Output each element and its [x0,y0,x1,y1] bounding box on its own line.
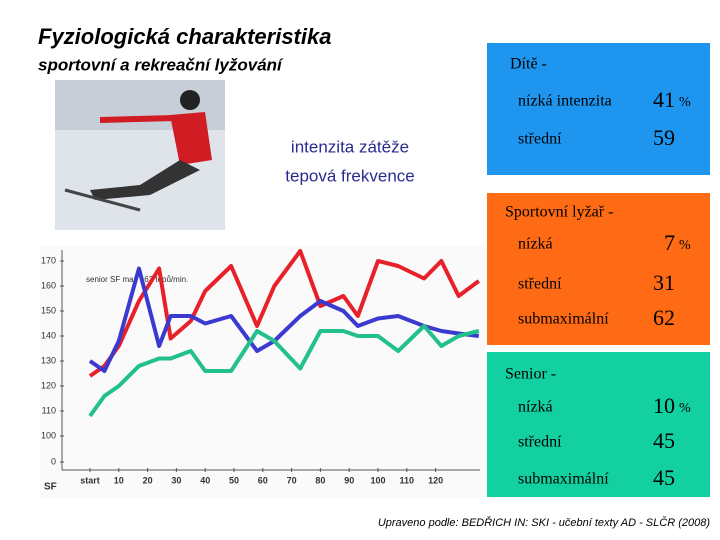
row-value: 45 [653,428,675,453]
x-tick-label: 80 [315,475,325,485]
row-label: nízká intenzita [518,93,612,110]
row-label: střední [518,276,562,293]
panel-senior [487,352,710,497]
x-tick-label: 10 [114,475,124,485]
legs [90,160,200,200]
row-label: střední [518,131,562,148]
panel-child [487,43,710,175]
x-tick-label: 60 [258,475,268,485]
row-value: 62 [653,305,675,330]
x-tick-label: 20 [143,475,153,485]
x-tick-label: 90 [344,475,354,485]
row-label: submaximální [518,471,609,488]
y-tick-label: 130 [41,355,56,365]
y-tick-label: 110 [42,405,56,415]
y-tick-label: 150 [41,305,56,315]
ski [64,188,141,212]
row-unit: % [679,95,691,110]
y-tick-label: 160 [41,280,56,290]
row-value: 10 [653,393,675,418]
row-value: 59 [653,125,675,150]
groups: Dítě - nízká intenzita 41 % střední 59 Sportov… [505,56,691,490]
group-title: Sportovní lyžař - [505,204,613,221]
overlay-text: tepová frekvence [285,166,414,185]
photo [55,80,225,230]
panel-sport [487,193,710,345]
row-value: 7 [664,230,675,255]
helmet [180,90,200,110]
y-tick-label: 170 [41,255,56,265]
y-label: SF [44,482,57,493]
overlay-text: intenzita zátěže [291,137,409,156]
title: Fyziologická charakteristika [38,24,331,49]
series-line [88,324,480,418]
y-tick-label: 140 [41,330,56,340]
chart-bg [40,245,485,497]
row-value: 31 [653,270,675,295]
row-label: nízká [518,399,553,416]
row-unit: % [679,238,691,253]
x-tick-label: 40 [200,475,210,485]
row-label: střední [518,434,562,451]
credit: Upraveno podle: BEDŘICH IN: SKI - učební… [378,516,711,529]
x-tick-label: 30 [171,475,181,485]
x-tick-label: 110 [400,475,415,485]
x-tick-label: start [80,475,100,485]
row-label: submaximální [518,311,609,328]
chart: 0 100 110 120 130 140 150 160 170 SF start 10 20 30 40… [41,249,480,493]
x-tick-label: 100 [370,475,385,485]
y-tick-label: 0 [51,456,56,466]
y-tick-label: 100 [41,430,56,440]
arm [99,115,176,123]
x-tick-label: 50 [229,475,239,485]
x-tick-label: 120 [428,475,443,485]
jacket [170,112,212,165]
row-unit: % [679,401,691,416]
group-title: Dítě - [510,56,547,73]
row-value: 41 [653,87,675,112]
group-title: Senior - [505,366,556,383]
row-value: 45 [653,465,675,490]
x-tick-label: 70 [287,475,297,485]
y-tick-label: 120 [41,380,56,390]
subtitle: sportovní a rekreační lyžování [38,55,284,74]
row-label: nízká [518,236,553,253]
